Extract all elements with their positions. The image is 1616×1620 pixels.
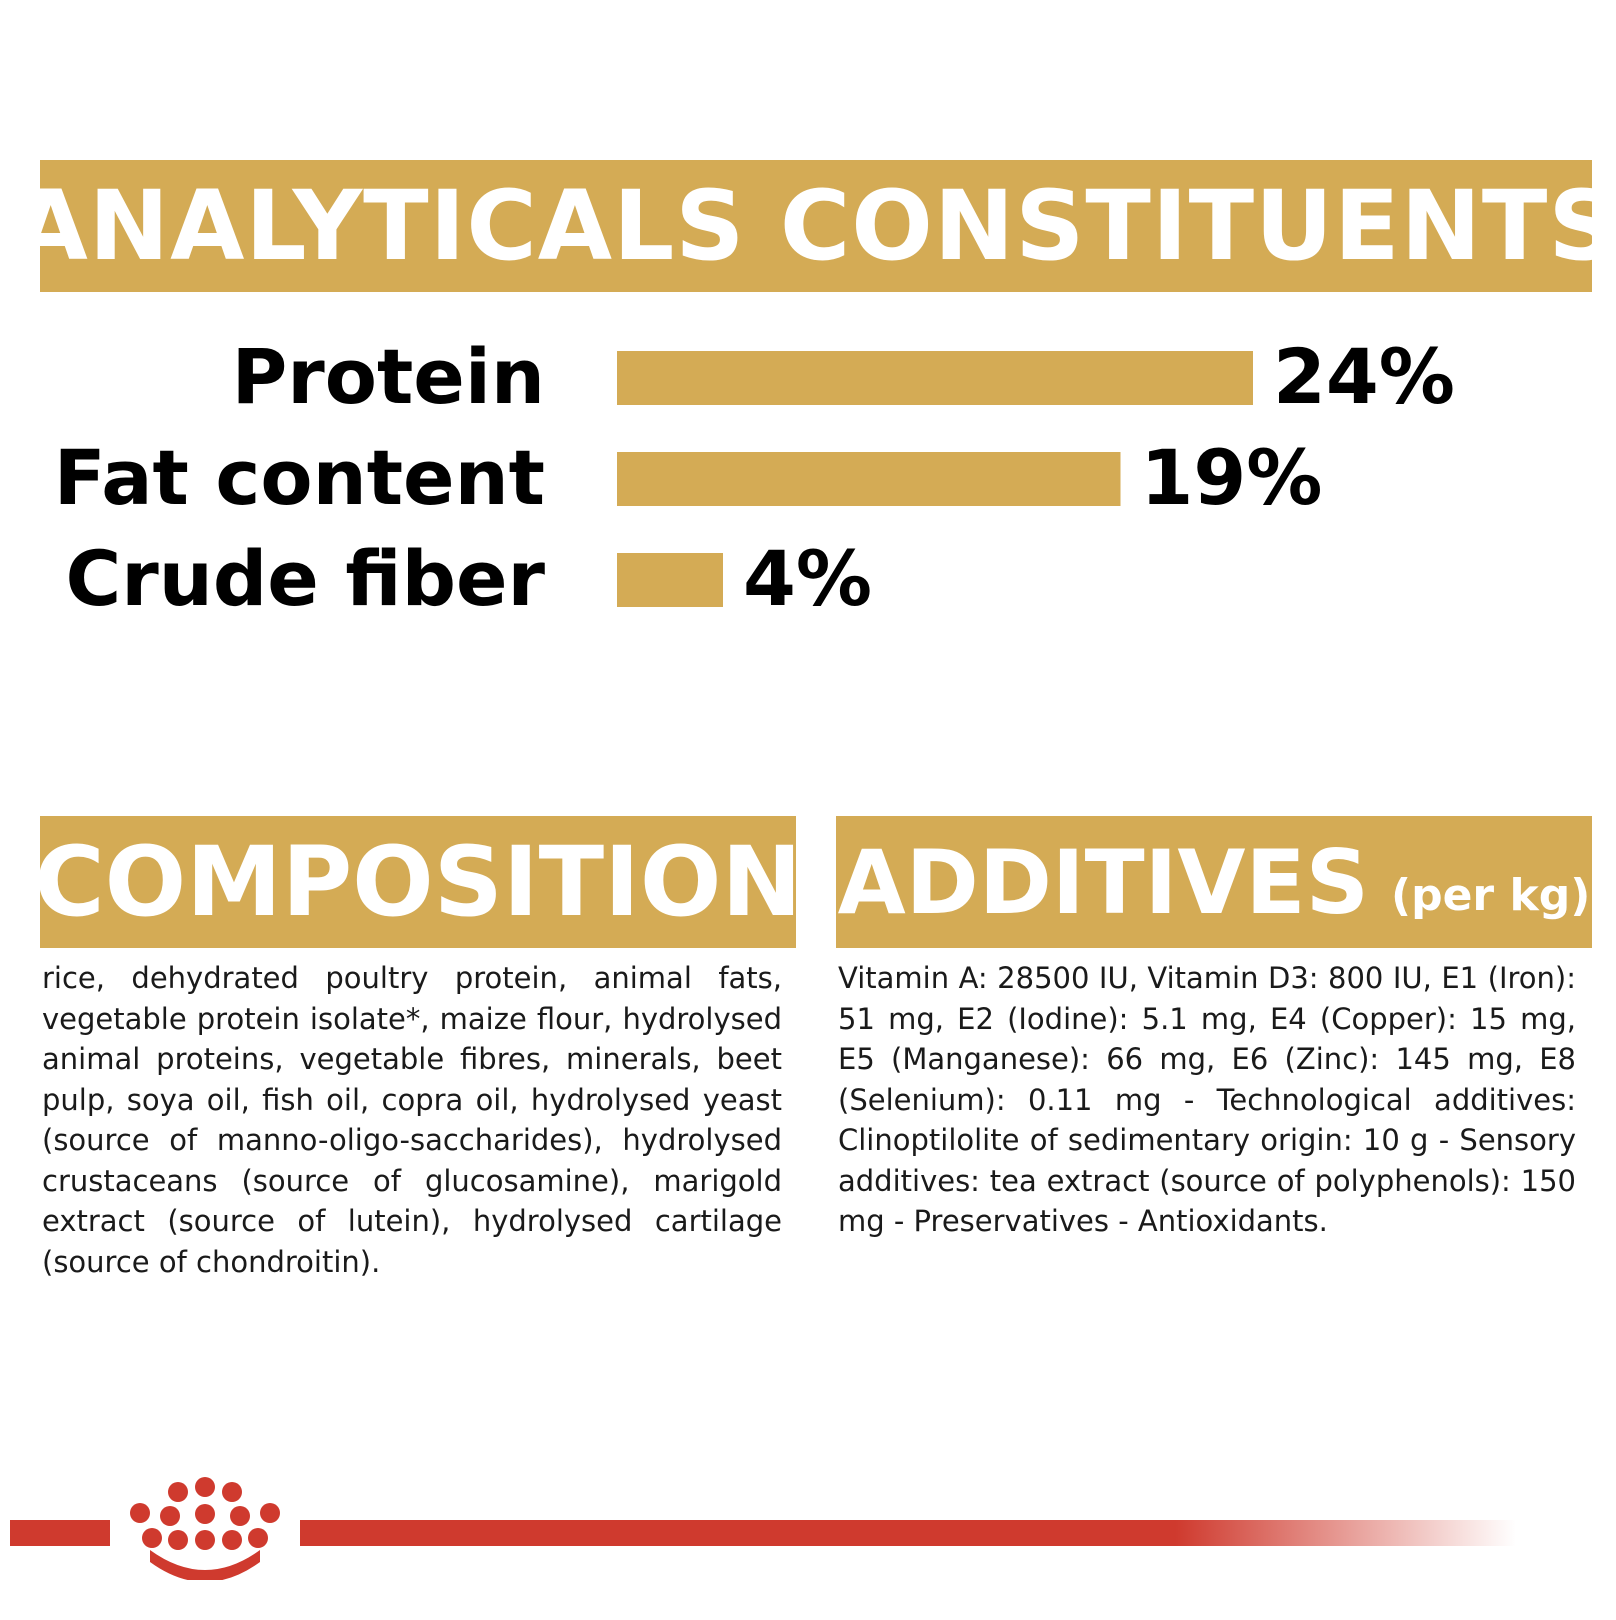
footer-brand-strip	[10, 1477, 1516, 1580]
value-label: 24%	[1273, 332, 1455, 421]
category-label: Crude fiber	[65, 534, 545, 623]
category-label: Protein	[232, 332, 545, 421]
bar	[617, 553, 723, 607]
composition-title: COMPOSITION	[34, 826, 802, 938]
footer-red-line-left	[10, 1520, 110, 1546]
constituents-bar-chart: Protein 24% Fat content 19% Crude fiber 4%	[54, 332, 1455, 623]
bar	[617, 452, 1121, 506]
category-label: Fat content	[54, 433, 545, 522]
additives-banner: ADDITIVES (per kg)	[836, 816, 1592, 948]
composition-banner: COMPOSITION	[34, 816, 802, 948]
composition-text: rice, dehydrated poultry protein, animal…	[42, 961, 782, 1279]
additives-text: Vitamin A: 28500 IU, Vitamin D3: 800 IU,…	[838, 961, 1576, 1238]
crown-logo-icon	[130, 1477, 280, 1580]
footer-red-line-right	[300, 1520, 1516, 1546]
value-label: 4%	[743, 534, 872, 623]
additives-title: ADDITIVES	[837, 830, 1369, 934]
bar	[617, 351, 1253, 405]
analytical-constituents-title: ANALYTICALS CONSTITUENTS	[13, 170, 1616, 282]
analytical-constituents-banner: ANALYTICALS CONSTITUENTS	[13, 160, 1616, 292]
value-label: 19%	[1141, 433, 1323, 522]
additives-per-kg-label: (per kg)	[1390, 869, 1591, 921]
